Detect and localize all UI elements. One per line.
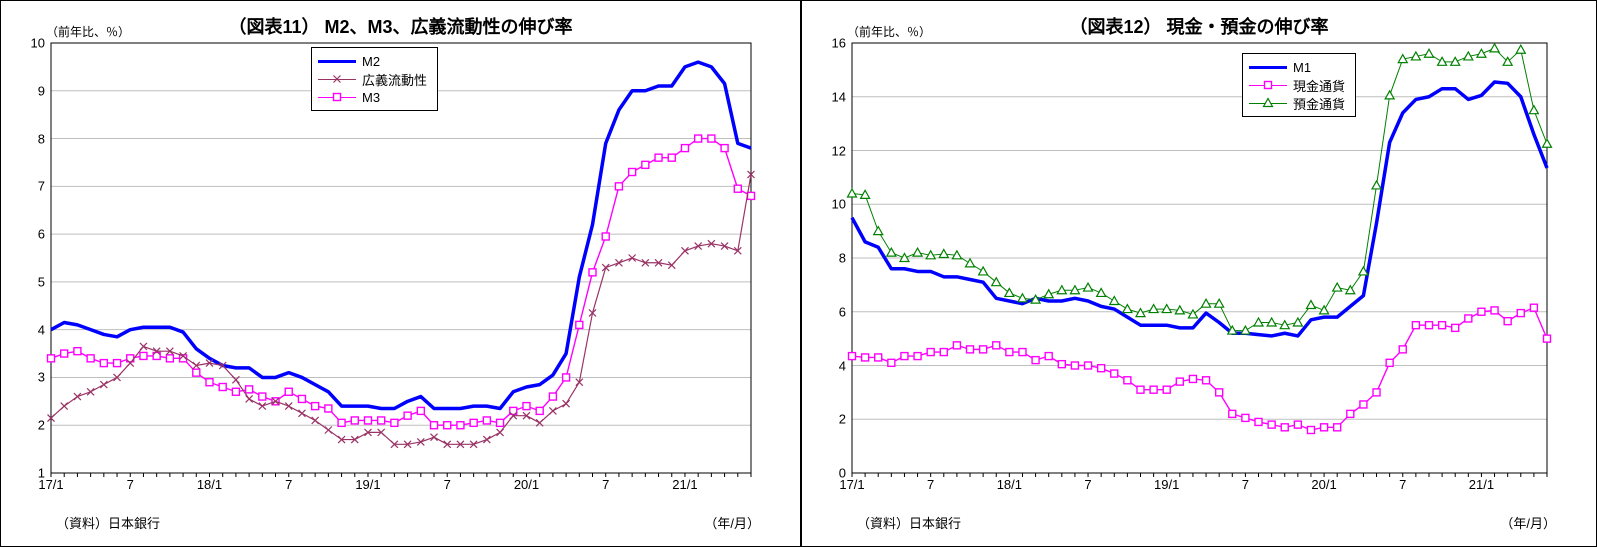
x-tick: 17/1 xyxy=(38,477,63,492)
x-tick: 19/1 xyxy=(1154,477,1179,492)
legend-item-M3: M3 xyxy=(318,88,427,106)
y-tick: 16 xyxy=(832,36,846,51)
legend-label: 預金通貨 xyxy=(1293,94,1345,113)
y-tick: 2 xyxy=(839,412,846,427)
legend-item-cash: 現金通貨 xyxy=(1249,76,1345,94)
y-tick: 9 xyxy=(38,83,45,98)
y-tick: 4 xyxy=(839,358,846,373)
legend-label: M3 xyxy=(362,90,380,105)
x-tick: 7 xyxy=(1084,477,1091,492)
x-tick: 20/1 xyxy=(1311,477,1336,492)
x-tick: 17/1 xyxy=(839,477,864,492)
y-tick: 10 xyxy=(832,197,846,212)
y-tick: 8 xyxy=(839,251,846,266)
right-xlabel: （年/月） xyxy=(1500,513,1556,532)
x-tick: 19/1 xyxy=(355,477,380,492)
series-deposit xyxy=(852,48,1547,330)
x-tick: 7 xyxy=(444,477,451,492)
legend-label: M1 xyxy=(1293,60,1311,75)
x-tick: 21/1 xyxy=(1469,477,1494,492)
y-tick: 2 xyxy=(38,418,45,433)
right-chart: 024681012141617/1718/1719/1720/1721/1 xyxy=(852,43,1547,473)
x-tick: 20/1 xyxy=(514,477,539,492)
legend-label: 現金通貨 xyxy=(1293,76,1345,95)
x-tick: 7 xyxy=(927,477,934,492)
y-tick: 5 xyxy=(38,274,45,289)
legend-label: 広義流動性 xyxy=(362,70,427,89)
right-source: （資料）日本銀行 xyxy=(857,513,961,532)
x-tick: 7 xyxy=(127,477,134,492)
y-tick: 4 xyxy=(38,322,45,337)
left-source: （資料）日本銀行 xyxy=(56,513,160,532)
right-panel: （図表12） 現金・預金の伸び率 （前年比、％） 024681012141617… xyxy=(801,0,1597,547)
y-tick: 6 xyxy=(38,227,45,242)
x-tick: 7 xyxy=(602,477,609,492)
x-tick: 7 xyxy=(1242,477,1249,492)
y-tick: 14 xyxy=(832,89,846,104)
y-tick: 10 xyxy=(31,36,45,51)
legend: M2広義流動性M3 xyxy=(311,47,438,111)
legend-item-deposit: 預金通貨 xyxy=(1249,94,1345,112)
x-tick: 7 xyxy=(1399,477,1406,492)
series-M1 xyxy=(852,82,1547,336)
x-tick: 18/1 xyxy=(997,477,1022,492)
x-tick: 21/1 xyxy=(672,477,697,492)
legend: M1現金通貨預金通貨 xyxy=(1242,53,1356,117)
y-tick: 8 xyxy=(38,131,45,146)
legend-item-broad: 広義流動性 xyxy=(318,70,427,88)
left-xlabel: （年/月） xyxy=(704,513,760,532)
y-tick: 7 xyxy=(38,179,45,194)
left-panel: （図表11） M2、M3、広義流動性の伸び率 （前年比、％） 123456789… xyxy=(0,0,801,547)
x-tick: 7 xyxy=(285,477,292,492)
y-tick: 12 xyxy=(832,143,846,158)
legend-item-M2: M2 xyxy=(318,52,427,70)
left-ylabel: （前年比、％） xyxy=(46,23,130,40)
x-tick: 18/1 xyxy=(197,477,222,492)
y-tick: 6 xyxy=(839,304,846,319)
y-tick: 3 xyxy=(38,370,45,385)
right-ylabel: （前年比、％） xyxy=(847,23,931,40)
legend-item-M1: M1 xyxy=(1249,58,1345,76)
legend-label: M2 xyxy=(362,54,380,69)
